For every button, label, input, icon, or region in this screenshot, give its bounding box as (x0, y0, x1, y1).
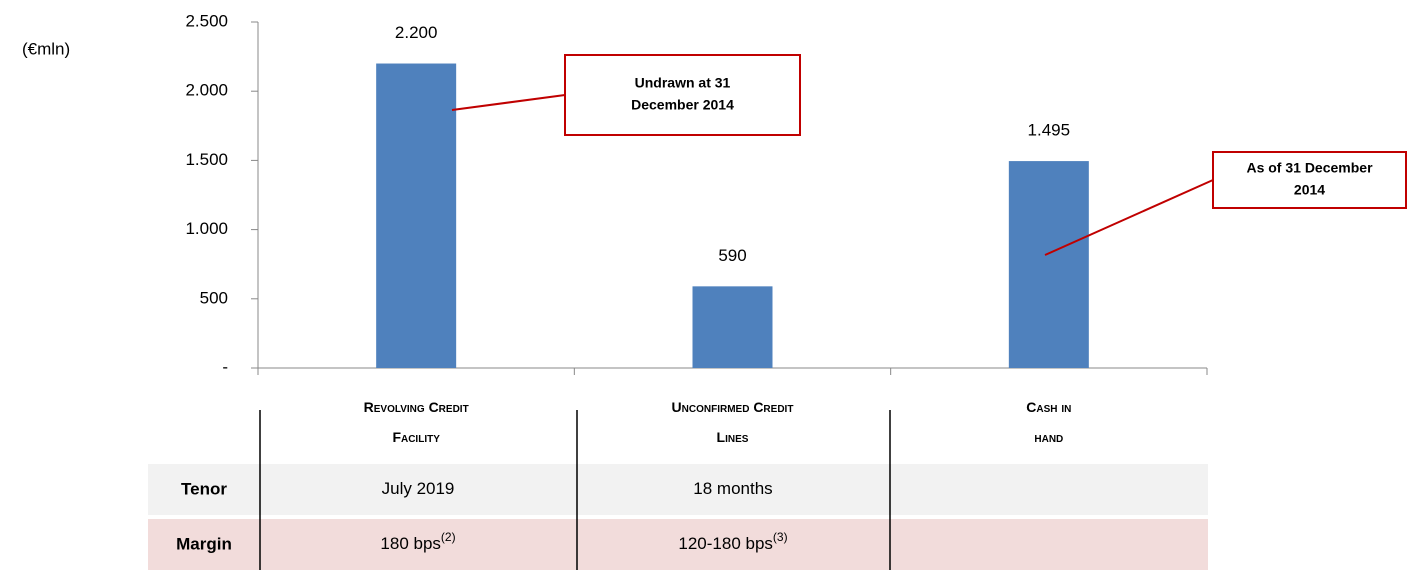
annotation-leader (451, 94, 566, 111)
annotation-box (1212, 151, 1407, 209)
category-label-line: Cash in (1026, 399, 1071, 415)
cell-text: 180 bps (380, 534, 441, 553)
cell-note: (2) (441, 530, 456, 544)
bar (376, 63, 457, 369)
value-label: 1.495 (1028, 121, 1071, 140)
y-tick-label: - (222, 357, 228, 376)
tenor-row-bg (148, 464, 1208, 515)
annotation-text: Undrawn at 31 (635, 75, 731, 91)
y-tick-label: 1.000 (185, 219, 228, 238)
annotation-text: 2014 (1294, 182, 1325, 198)
annotation-text: As of 31 December (1246, 160, 1373, 176)
cell-note: (3) (773, 530, 788, 544)
category-label: Revolving Credit Facility (364, 399, 469, 445)
category-label-line: Revolving Credit (364, 399, 469, 415)
y-tick-label: 2.500 (185, 11, 228, 30)
table-cell: 180 bps(2) (380, 530, 455, 553)
category-label-line: hand (1034, 429, 1063, 445)
table-cell: 18 months (693, 479, 772, 498)
cell-text: 18 months (693, 479, 772, 498)
y-axis-label: (€mln) (22, 39, 70, 58)
cell-text: 120-180 bps (678, 534, 773, 553)
bar (1008, 161, 1089, 368)
category-label-line: Facility (392, 429, 440, 445)
cell-text: July 2019 (382, 479, 455, 498)
value-label: 590 (718, 246, 746, 265)
annotation-text: December 2014 (631, 97, 734, 113)
bar (692, 286, 773, 368)
table-cell: 120-180 bps(3) (678, 530, 787, 553)
category-label-line: Unconfirmed Credit (672, 399, 794, 415)
y-tick-label: 1.500 (185, 150, 228, 169)
margin-row-bg (148, 519, 1208, 570)
table-cell: July 2019 (382, 479, 455, 498)
category-label: Unconfirmed Credit Lines (672, 399, 794, 445)
y-tick-label: 2.000 (185, 81, 228, 100)
category-label: Cash in hand (1026, 399, 1071, 445)
value-label: 2.200 (395, 23, 438, 42)
row-label: Tenor (181, 479, 227, 498)
annotation-leader (1044, 179, 1214, 256)
y-tick-label: 500 (200, 288, 228, 307)
row-label: Margin (176, 534, 232, 553)
annotation-box (564, 54, 801, 136)
category-label-line: Lines (717, 429, 749, 445)
